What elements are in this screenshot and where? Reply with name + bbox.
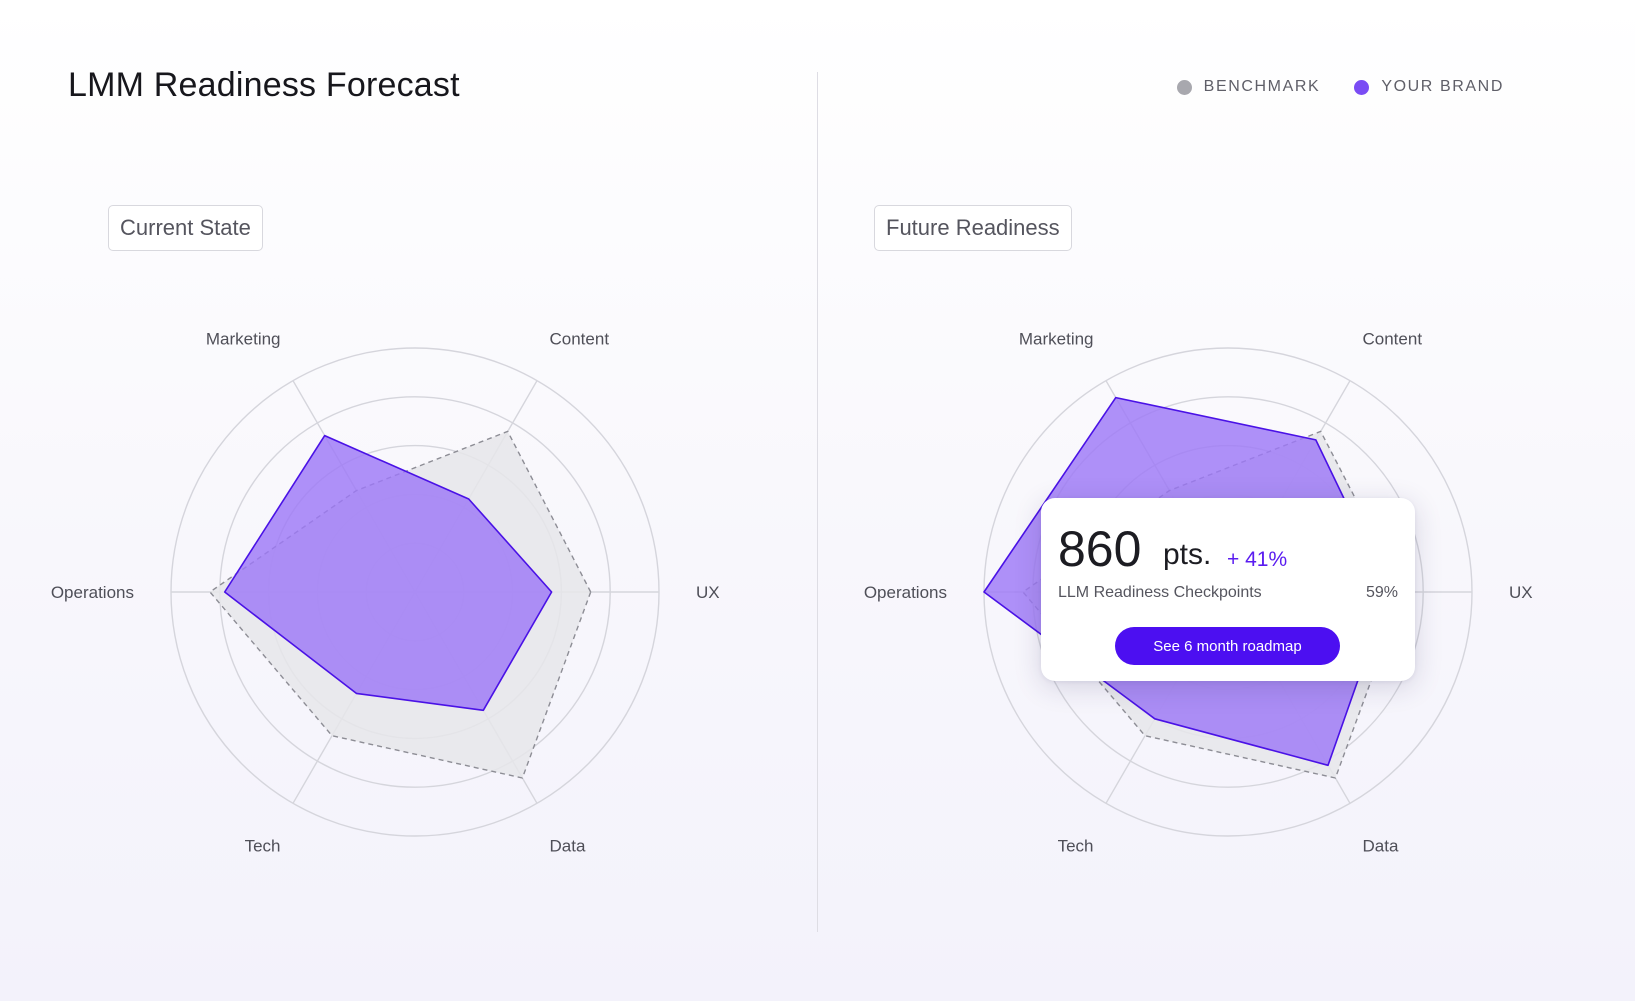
legend-label-benchmark: BENCHMARK xyxy=(1203,78,1321,95)
readiness-points-unit: pts. xyxy=(1163,538,1212,571)
axis-label-ux: UX xyxy=(696,583,720,602)
legend-item-benchmark: BENCHMARK xyxy=(1176,78,1321,96)
axis-label-ux: UX xyxy=(1509,583,1533,602)
axis-label-operations: Operations xyxy=(864,583,947,602)
checkpoints-label: LLM Readiness Checkpoints xyxy=(1058,584,1262,601)
axis-label-content: Content xyxy=(1363,329,1423,348)
radar-series-your-brand xyxy=(223,434,553,712)
legend-item-your-brand: YOUR BRAND xyxy=(1354,78,1504,96)
axis-label-data: Data xyxy=(1363,837,1399,856)
chart-legend: BENCHMARK YOUR BRAND xyxy=(1176,78,1504,96)
page-title: LMM Readiness Forecast xyxy=(68,66,460,104)
axis-label-tech: Tech xyxy=(1058,837,1094,856)
axis-label-data: Data xyxy=(550,837,586,856)
axis-label-marketing: Marketing xyxy=(1019,329,1094,348)
readiness-change-badge: + 41% xyxy=(1227,548,1288,571)
readiness-points-value: 860 xyxy=(1058,521,1142,577)
axis-label-tech: Tech xyxy=(245,837,281,856)
radar-chart-current-state: UX Content Marketing Operations Tech Data xyxy=(51,329,720,855)
readiness-tooltip-card: 860 pts. + 41% LLM Readiness Checkpoints… xyxy=(1041,498,1415,681)
future-readiness-tag: Future Readiness xyxy=(874,205,1072,251)
axis-label-marketing: Marketing xyxy=(206,329,281,348)
see-roadmap-button[interactable]: See 6 month roadmap xyxy=(1115,627,1340,665)
brand-dot-icon xyxy=(1354,79,1370,95)
panel-divider xyxy=(817,72,818,932)
axis-label-operations: Operations xyxy=(51,583,134,602)
legend-label-your-brand: YOUR BRAND xyxy=(1381,78,1504,95)
current-state-tag: Current State xyxy=(108,205,263,251)
checkpoints-percent: 59% xyxy=(1365,584,1398,601)
benchmark-dot-icon xyxy=(1176,79,1192,95)
axis-label-content: Content xyxy=(550,329,610,348)
